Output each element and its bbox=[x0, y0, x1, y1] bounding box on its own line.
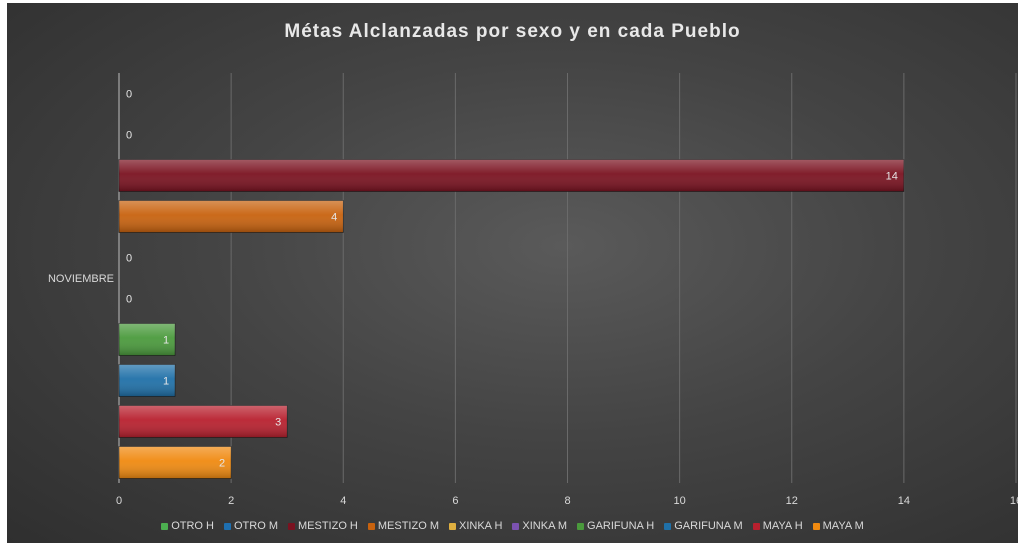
legend-item: XINKA H bbox=[448, 520, 503, 532]
legend-label: MESTIZO M bbox=[377, 520, 439, 532]
legend-item: GARIFUNA H bbox=[577, 520, 654, 532]
legend-label: GARIFUNA M bbox=[674, 520, 743, 532]
legend-item: MESTIZO H bbox=[287, 520, 358, 532]
legend-item: MAYA H bbox=[752, 520, 803, 532]
legend-label: OTRO H bbox=[171, 520, 214, 532]
legend-label: XINKA H bbox=[458, 520, 503, 532]
legend-item: MESTIZO M bbox=[367, 520, 439, 532]
x-tick-label: 2 bbox=[228, 495, 234, 507]
x-tick-label: 16 bbox=[1010, 495, 1018, 507]
legend-item: MAYA M bbox=[812, 520, 864, 532]
x-tick-label: 6 bbox=[452, 495, 458, 507]
legend-label: XINKA M bbox=[522, 520, 568, 532]
legend-label: MAYA H bbox=[762, 520, 803, 532]
legend-item: OTRO H bbox=[161, 520, 214, 532]
data-label: 0 bbox=[126, 294, 132, 306]
legend-item: XINKA M bbox=[512, 520, 567, 532]
x-tick-label: 10 bbox=[674, 495, 686, 507]
legend-label: MAYA M bbox=[822, 520, 864, 532]
legend-swatch bbox=[161, 522, 169, 530]
bar-shading bbox=[119, 323, 176, 356]
x-tick-label: 0 bbox=[116, 495, 122, 507]
data-label: 1 bbox=[163, 335, 169, 347]
legend-swatch bbox=[752, 522, 760, 530]
x-tick-label: 14 bbox=[898, 495, 910, 507]
y-category-label: NOVIEMBRE bbox=[48, 273, 114, 285]
legend-swatch bbox=[287, 522, 295, 530]
plot-area: 0 2 4 6 8 10 12 14 16 NOVIEMBRE 0 0 14 4 0 0 1 1 3 2 bbox=[48, 73, 1018, 507]
data-label: 0 bbox=[126, 253, 132, 265]
data-label: 14 bbox=[886, 171, 898, 183]
chart-title: Métas Alclanzadas por sexo y en cada Pue… bbox=[284, 21, 741, 42]
data-label: 1 bbox=[163, 376, 169, 388]
legend-swatch bbox=[812, 522, 820, 530]
bar-shading bbox=[119, 159, 904, 192]
x-tick-label: 8 bbox=[564, 495, 570, 507]
bar-shading bbox=[119, 446, 232, 479]
x-tick-label: 12 bbox=[786, 495, 798, 507]
bar-shading bbox=[119, 364, 176, 397]
data-label: 0 bbox=[126, 130, 132, 142]
data-label: 2 bbox=[219, 458, 225, 470]
legend-label: MESTIZO H bbox=[297, 520, 358, 532]
legend-item: GARIFUNA M bbox=[664, 520, 743, 532]
legend: OTRO H OTRO M MESTIZO H MESTIZO M XINKA H XIN… bbox=[7, 520, 1018, 532]
legend-swatch bbox=[664, 522, 672, 530]
data-label: 0 bbox=[126, 89, 132, 101]
legend-swatch bbox=[223, 522, 231, 530]
x-tick-label: 4 bbox=[340, 495, 346, 507]
bar-shading bbox=[119, 200, 344, 233]
legend-swatch bbox=[367, 522, 375, 530]
legend-item: OTRO M bbox=[223, 520, 278, 532]
data-label: 4 bbox=[331, 212, 337, 224]
chart-area: Métas Alclanzadas por sexo y en cada Pue… bbox=[7, 3, 1018, 543]
legend-swatch bbox=[512, 522, 520, 530]
legend-swatch bbox=[577, 522, 585, 530]
bar-shading bbox=[119, 405, 288, 438]
legend-swatch bbox=[448, 522, 456, 530]
data-label: 3 bbox=[275, 417, 281, 429]
legend-label: OTRO M bbox=[233, 520, 278, 532]
legend-label: GARIFUNA H bbox=[587, 520, 655, 532]
